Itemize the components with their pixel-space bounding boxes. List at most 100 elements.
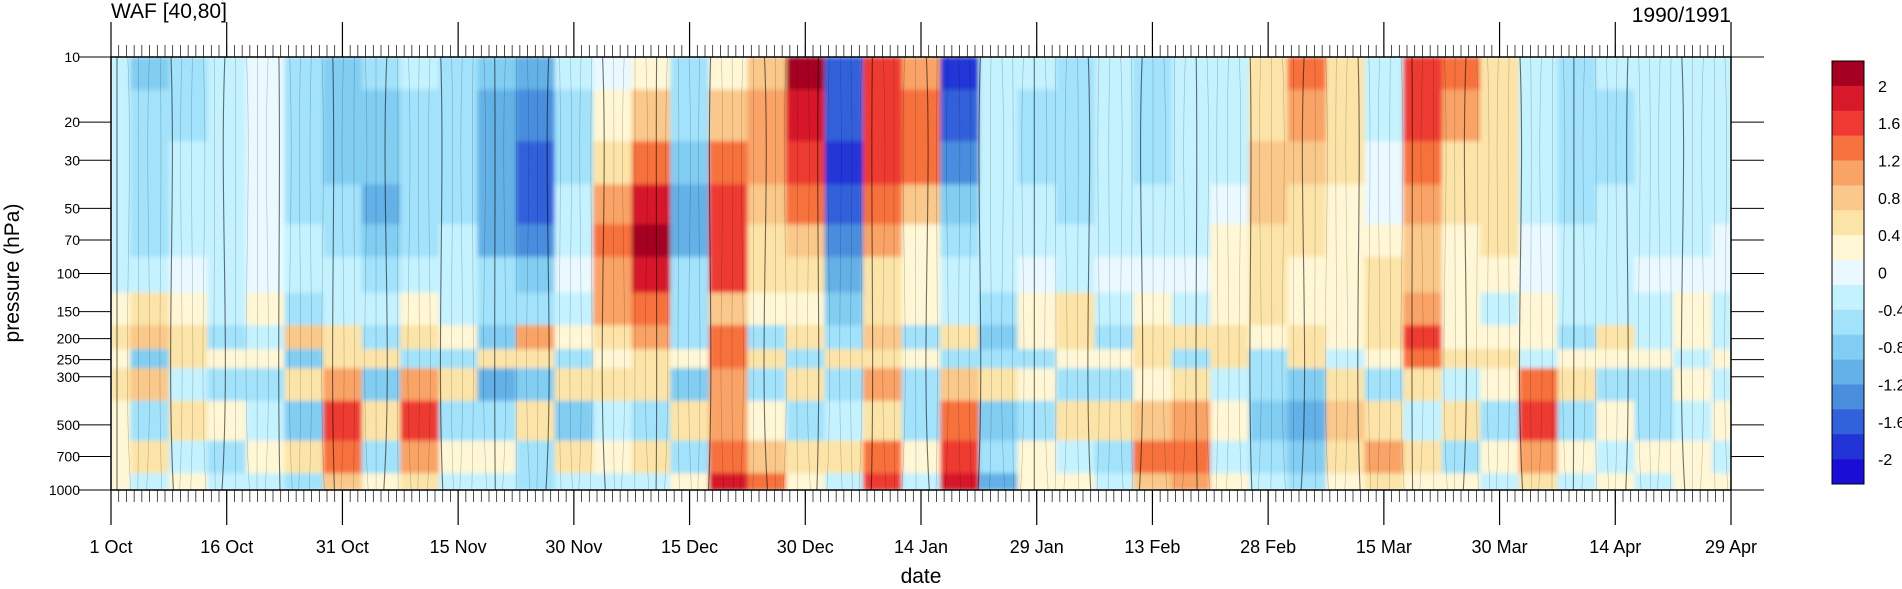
- data-cell: [901, 256, 941, 294]
- data-cell: [1364, 89, 1404, 142]
- data-cell: [1364, 325, 1404, 350]
- data-cell: [1094, 440, 1134, 474]
- contour-line: [1530, 57, 1533, 490]
- colorbar-label: 0: [1878, 266, 1887, 283]
- data-cell: [1557, 89, 1597, 142]
- contour-streaks: [116, 57, 1729, 490]
- data-cell: [1210, 184, 1250, 225]
- data-cell: [863, 141, 903, 185]
- data-cell: [786, 184, 826, 225]
- contour-line: [439, 57, 444, 490]
- data-cell: [1248, 292, 1289, 326]
- data-cell: [1441, 57, 1481, 91]
- data-cell: [130, 292, 170, 326]
- data-cell: [901, 141, 941, 185]
- data-cell: [1557, 256, 1597, 294]
- data-cell: [1133, 368, 1173, 402]
- data-cell: [554, 400, 594, 442]
- colorbar-swatch: [1832, 61, 1864, 87]
- data-cell: [1133, 440, 1173, 474]
- data-cell: [940, 292, 980, 326]
- data-cell: [1287, 141, 1327, 185]
- contour-line: [1476, 57, 1479, 490]
- data-cell: [1017, 224, 1057, 258]
- data-cell: [1094, 256, 1134, 294]
- contour-line: [213, 57, 216, 490]
- data-cell: [1210, 349, 1250, 369]
- data-cell: [207, 368, 247, 402]
- data-cell: [940, 325, 980, 350]
- data-cell: [207, 141, 247, 185]
- data-cell: [554, 440, 594, 474]
- data-cell: [863, 400, 903, 442]
- y-tick-label: 250: [57, 352, 81, 368]
- data-cell: [670, 141, 710, 185]
- data-cell: [400, 256, 440, 294]
- data-cell: [1711, 440, 1731, 474]
- data-cell: [1133, 473, 1173, 490]
- contour-line: [621, 57, 626, 490]
- data-cell: [1210, 292, 1250, 326]
- contour-line: [1119, 57, 1124, 490]
- data-cell: [1673, 57, 1713, 91]
- data-cell: [1133, 184, 1173, 225]
- y-tick-label: 10: [64, 49, 80, 65]
- contour-line: [707, 57, 712, 490]
- data-cell: [1210, 256, 1250, 294]
- data-cell: [1017, 473, 1057, 490]
- data-cell: [1133, 292, 1173, 326]
- data-cell: [477, 473, 517, 490]
- x-tick-label: 30 Mar: [1472, 537, 1528, 557]
- x-tick-label: 15 Nov: [430, 537, 487, 557]
- data-cell: [1518, 325, 1559, 350]
- x-tick-label: 29 Jan: [1010, 537, 1064, 557]
- data-cell: [747, 89, 787, 142]
- contour-line: [697, 57, 701, 490]
- data-cell: [1634, 473, 1674, 490]
- data-cell: [207, 224, 247, 258]
- contour-line: [558, 57, 562, 490]
- data-cell: [168, 292, 209, 326]
- x-axis-label: date: [901, 565, 942, 588]
- contour-line: [536, 57, 539, 490]
- contour-line: [1238, 57, 1242, 490]
- colorbar-swatch: [1832, 160, 1864, 186]
- x-tick-label: 31 Oct: [316, 537, 369, 557]
- data-cell: [284, 57, 324, 91]
- data-cell: [1711, 57, 1731, 91]
- data-cell: [554, 292, 594, 326]
- data-cell: [824, 400, 864, 442]
- contour-line: [1538, 57, 1543, 490]
- data-cell: [708, 256, 749, 294]
- chart-subtitle: 1990/1991: [1632, 4, 1731, 27]
- data-cell: [168, 400, 209, 442]
- contour-line: [1076, 57, 1080, 490]
- data-cell: [940, 184, 980, 225]
- data-cell: [1634, 224, 1674, 258]
- contour-line: [1281, 57, 1286, 490]
- data-cell: [168, 57, 209, 91]
- data-cell: [1210, 141, 1250, 185]
- contour-line: [1020, 57, 1025, 490]
- data-cell: [1364, 400, 1404, 442]
- data-cell: [284, 256, 324, 294]
- x-tick-label: 1 Oct: [89, 537, 132, 557]
- data-cell: [978, 224, 1019, 258]
- data-cell: [1711, 473, 1731, 490]
- plot-area: [111, 57, 1731, 490]
- data-cell: [1634, 400, 1674, 442]
- y-ticks: [78, 56, 1764, 491]
- data-cell: [477, 256, 517, 294]
- data-cell: [1480, 440, 1520, 474]
- data-cell: [477, 89, 517, 142]
- data-cell: [130, 368, 170, 402]
- data-cell: [207, 400, 247, 442]
- contour-line: [1507, 57, 1510, 490]
- data-cell: [130, 224, 170, 258]
- data-cell: [978, 292, 1019, 326]
- contour-line: [1454, 57, 1456, 490]
- data-cell: [1017, 325, 1057, 350]
- contour-line: [264, 57, 269, 490]
- contour-line: [1724, 57, 1729, 490]
- data-cell: [670, 400, 710, 442]
